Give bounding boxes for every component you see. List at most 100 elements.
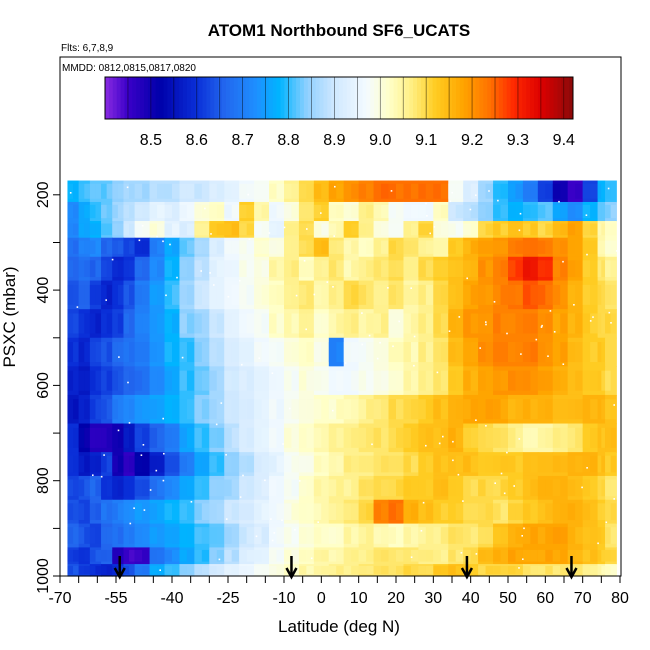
colorbar-segment (541, 77, 547, 119)
heatmap-texture (306, 342, 314, 363)
colorbar-segment (459, 77, 465, 119)
heatmap-texture (261, 527, 270, 544)
speckle (608, 311, 611, 314)
heatmap-texture (254, 204, 262, 219)
heatmap-texture (142, 527, 150, 544)
heatmap-texture (291, 204, 299, 219)
heatmap-texture (224, 204, 232, 219)
heatmap-texture (89, 204, 96, 219)
heatmap-texture (73, 183, 79, 199)
heatmap-texture (313, 455, 322, 473)
heatmap-texture (500, 370, 508, 391)
heatmap-texture (67, 183, 74, 199)
colorbar-segment (120, 77, 125, 119)
heatmap-texture (582, 342, 591, 363)
heatmap-texture (545, 313, 553, 334)
heatmap-texture (522, 342, 531, 363)
heatmap-texture (291, 503, 299, 521)
heatmap-texture (123, 479, 130, 497)
heatmap-texture (388, 479, 396, 497)
heatmap-texture (560, 503, 568, 521)
heatmap-texture (95, 284, 102, 305)
heatmap-texture (89, 565, 96, 575)
heatmap-texture (560, 565, 568, 575)
speckle (426, 215, 428, 217)
heatmap-texture (194, 455, 202, 473)
heatmap-texture (224, 342, 232, 363)
heatmap-texture (470, 284, 479, 305)
heatmap-texture (172, 240, 180, 254)
heatmap-texture (101, 565, 107, 575)
speckle (133, 507, 135, 509)
heatmap-texture (336, 204, 344, 219)
heatmap-texture (545, 204, 553, 219)
heatmap-texture (470, 455, 479, 473)
heatmap-texture (508, 527, 516, 544)
heatmap-texture (396, 284, 404, 305)
heatmap-texture (530, 240, 538, 254)
speckle (128, 422, 131, 424)
heatmap-texture (515, 503, 523, 521)
colorbar-segment (522, 77, 527, 119)
speckle (294, 529, 296, 531)
colorbar-segment (249, 77, 254, 119)
heatmap-texture (101, 284, 107, 305)
speckle (521, 535, 523, 537)
heatmap-texture (106, 183, 113, 199)
colorbar-segment (557, 77, 562, 119)
heatmap-texture (112, 527, 118, 544)
speckle (118, 356, 120, 358)
heatmap-texture (298, 223, 307, 236)
heatmap-texture (246, 549, 255, 562)
heatmap-texture (298, 399, 307, 420)
heatmap-texture (403, 565, 411, 575)
heatmap-texture (276, 527, 284, 544)
heatmap-texture (418, 565, 426, 575)
heatmap-texture (336, 223, 344, 236)
heatmap-texture (313, 342, 322, 363)
heatmap-texture (485, 549, 494, 562)
heatmap-texture (410, 479, 419, 497)
colorbar-segment (420, 77, 426, 119)
heatmap-texture (117, 549, 124, 562)
heatmap-texture (605, 204, 611, 219)
heatmap-texture (123, 399, 130, 420)
heatmap-texture (351, 204, 359, 219)
arrow-marker (285, 556, 298, 580)
heatmap-texture (73, 565, 79, 575)
colorbar-segment (526, 77, 531, 119)
colorbar-segment (303, 77, 309, 119)
speckle (513, 485, 515, 487)
speckle (111, 258, 114, 261)
speckle (410, 287, 412, 289)
heatmap-texture (261, 204, 270, 219)
heatmap-texture (149, 549, 158, 562)
heatmap-texture (545, 260, 553, 278)
heatmap-texture (500, 342, 508, 363)
heatmap-texture (343, 565, 352, 575)
heatmap-texture (610, 399, 617, 420)
heatmap-texture (336, 399, 344, 420)
heatmap-texture (101, 527, 107, 544)
heatmap-texture (351, 223, 359, 236)
heatmap-texture (78, 284, 85, 305)
heatmap-texture (396, 549, 404, 562)
arrow-marker (113, 556, 126, 580)
heatmap-texture (157, 549, 165, 562)
heatmap-texture (425, 260, 434, 278)
heatmap-texture (610, 284, 617, 305)
speckle (239, 496, 242, 498)
heatmap-texture (470, 399, 479, 420)
heatmap-texture (396, 370, 404, 391)
heatmap-texture (84, 527, 90, 544)
heatmap-texture (276, 565, 284, 575)
heatmap-texture (605, 455, 611, 473)
speckle (438, 442, 441, 445)
speckle (610, 322, 612, 324)
heatmap-texture (425, 313, 434, 334)
heatmap-texture (101, 313, 107, 334)
heatmap-texture (418, 399, 426, 420)
heatmap-texture (95, 223, 102, 236)
heatmap-texture (67, 527, 74, 544)
heatmap-texture (216, 427, 225, 448)
